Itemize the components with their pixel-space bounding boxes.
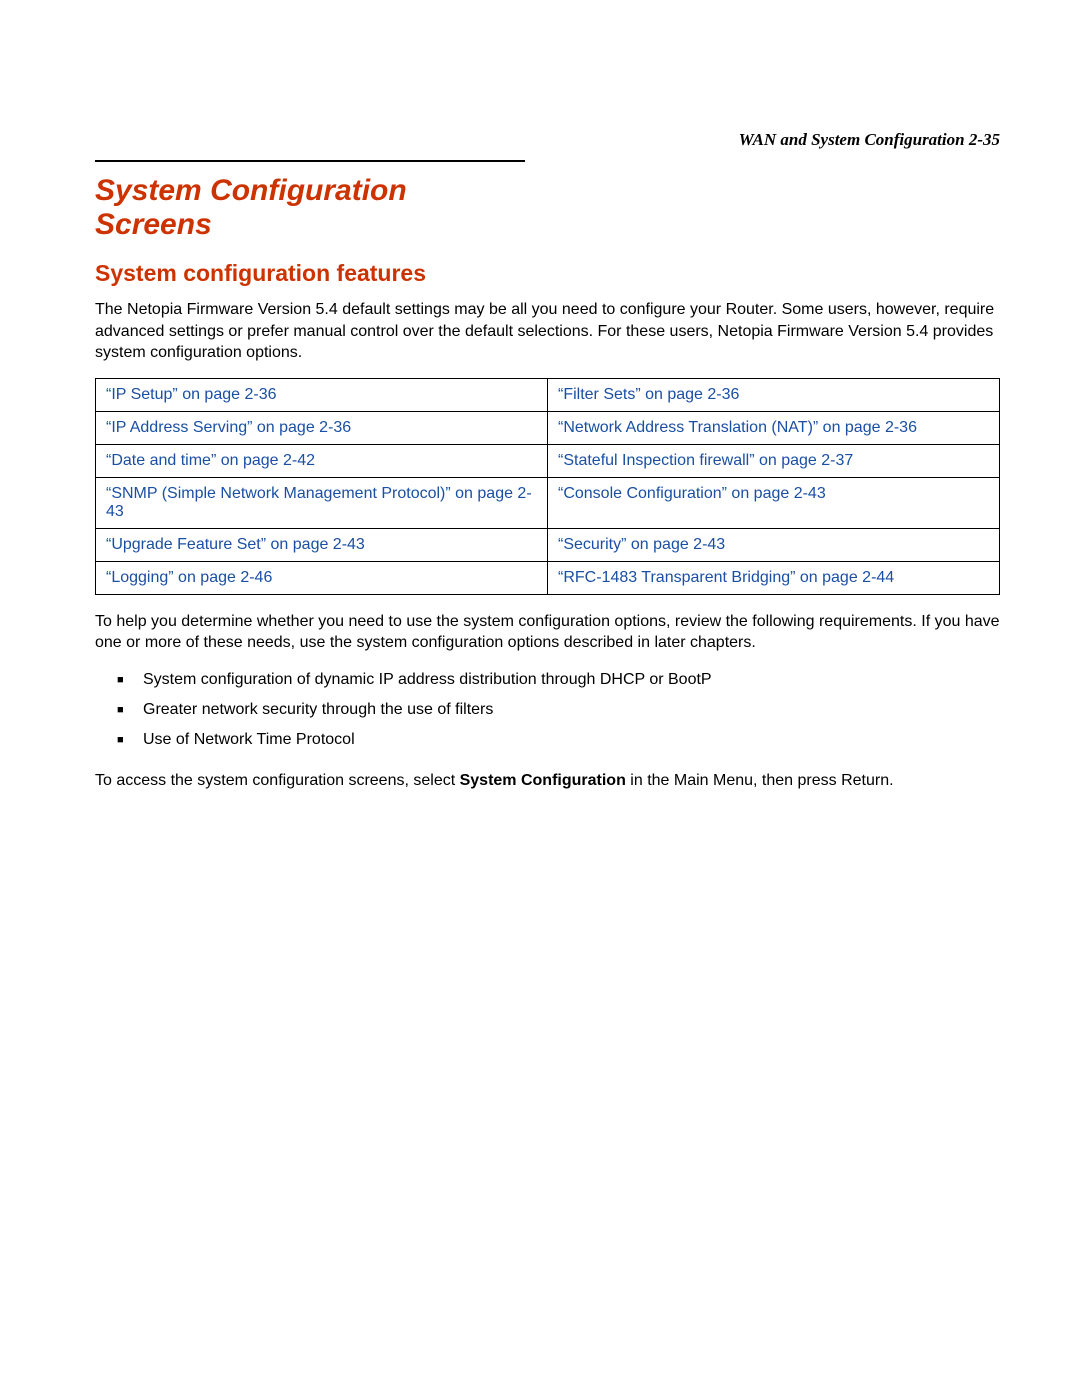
page-title: System Configuration Screens: [95, 160, 525, 242]
list-item: Greater network security through the use…: [95, 698, 1000, 722]
closing-bold: System Configuration: [460, 772, 626, 789]
xref-link[interactable]: “Stateful Inspection firewall” on page 2…: [558, 452, 853, 469]
bullet-list: System configuration of dynamic IP addre…: [95, 668, 1000, 752]
running-head: WAN and System Configuration 2-35: [95, 130, 1000, 150]
table-row: “Upgrade Feature Set” on page 2-43 “Secu…: [96, 528, 1000, 561]
closing-pre: To access the system configuration scree…: [95, 772, 460, 789]
post-table-paragraph: To help you determine whether you need t…: [95, 611, 1000, 654]
table-row: “SNMP (Simple Network Management Protoco…: [96, 477, 1000, 528]
table-row: “Logging” on page 2-46 “RFC-1483 Transpa…: [96, 561, 1000, 594]
xref-link[interactable]: “Date and time” on page 2-42: [106, 452, 315, 469]
list-item: System configuration of dynamic IP addre…: [95, 668, 1000, 692]
xref-link[interactable]: “Console Configuration” on page 2-43: [558, 485, 826, 502]
closing-paragraph: To access the system configuration scree…: [95, 770, 1000, 792]
xref-link[interactable]: “IP Setup” on page 2-36: [106, 386, 277, 403]
xref-link[interactable]: “Network Address Translation (NAT)” on p…: [558, 419, 917, 436]
xref-link[interactable]: “Security” on page 2-43: [558, 536, 725, 553]
intro-paragraph: The Netopia Firmware Version 5.4 default…: [95, 299, 1000, 364]
xref-link[interactable]: “IP Address Serving” on page 2-36: [106, 419, 351, 436]
xref-link[interactable]: “Filter Sets” on page 2-36: [558, 386, 739, 403]
links-table: “IP Setup” on page 2-36 “Filter Sets” on…: [95, 378, 1000, 595]
table-row: “IP Setup” on page 2-36 “Filter Sets” on…: [96, 378, 1000, 411]
xref-link[interactable]: “Upgrade Feature Set” on page 2-43: [106, 536, 365, 553]
xref-link[interactable]: “Logging” on page 2-46: [106, 569, 272, 586]
document-page: WAN and System Configuration 2-35 System…: [0, 0, 1080, 866]
xref-link[interactable]: “RFC-1483 Transparent Bridging” on page …: [558, 569, 894, 586]
table-row: “IP Address Serving” on page 2-36 “Netwo…: [96, 411, 1000, 444]
section-title: System configuration features: [95, 260, 1000, 287]
closing-post: in the Main Menu, then press Return.: [626, 772, 894, 789]
xref-link[interactable]: “SNMP (Simple Network Management Protoco…: [106, 485, 532, 520]
table-row: “Date and time” on page 2-42 “Stateful I…: [96, 444, 1000, 477]
list-item: Use of Network Time Protocol: [95, 728, 1000, 752]
